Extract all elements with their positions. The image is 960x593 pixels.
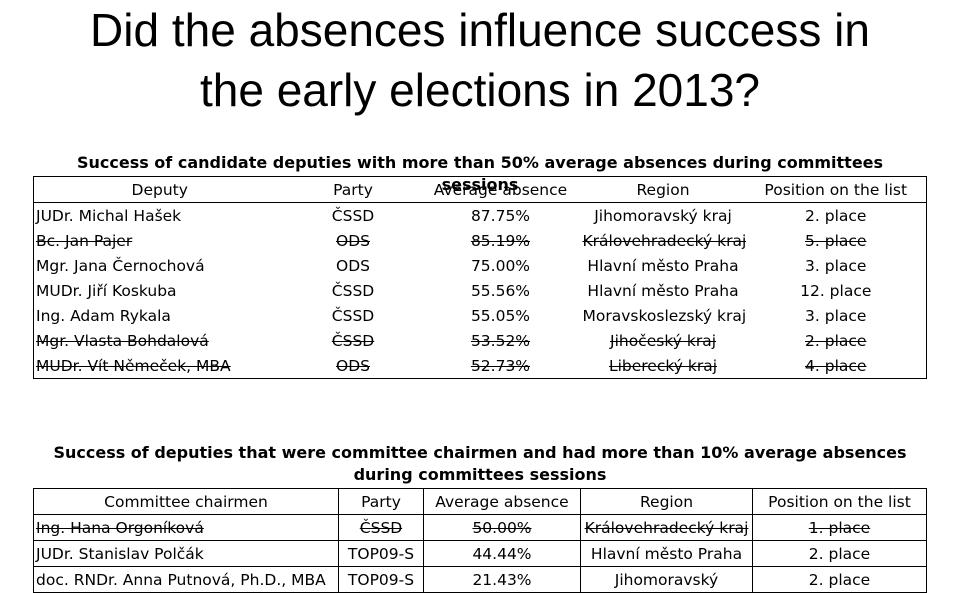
name-cell: Bc. Jan Pajer — [33, 228, 286, 253]
region-cell: Královehradecký kraj — [582, 231, 746, 250]
table-row: JUDr. Stanislav Polčák TOP09-S 44.44% Hlavn… — [33, 540, 927, 567]
party-cell: ČSSD — [331, 306, 375, 325]
region-cell: Liberecký kraj — [580, 353, 746, 379]
position-cell: 2. place — [745, 202, 927, 228]
region-cell: Jihomoravský — [580, 566, 753, 593]
table-row: Mgr. Vlasta Bohdalová ČSSD 53.52% Jihočeský… — [33, 328, 927, 353]
position-cell: 5. place — [745, 228, 927, 253]
party-cell: ODS — [336, 256, 370, 275]
region-cell: Hlavní město Praha — [580, 540, 753, 567]
position-cell: 2. place — [745, 328, 927, 353]
name-cell: Ing. Adam Rykala — [33, 303, 286, 328]
column-header: Party — [285, 176, 421, 203]
region-cell: Moravskoslezský kraj — [582, 306, 746, 325]
column-header: Committee chairmen — [33, 488, 339, 515]
name-cell: Ing. Hana Orgoníková — [33, 514, 339, 541]
absences-table-body: JUDr. Michal Hašek ČSSD 87.75% Jihomoravský… — [33, 202, 927, 379]
region-cell: Hlavní město Praha — [587, 281, 739, 300]
table-row: MUDr. Jiří Koskuba ČSSD 55.56% Hlavní město… — [33, 278, 927, 303]
region-cell: Jihomoravský kraj — [594, 206, 732, 225]
absence-cell: 55.56% — [470, 281, 531, 300]
party-cell: TOP09-S — [338, 540, 424, 567]
name-cell: MUDr. Jiří Koskuba — [33, 278, 286, 303]
absence-cell: 53.52% — [470, 331, 531, 350]
position-cell: 1. place — [752, 514, 927, 541]
chairmen-table-body: Ing. Hana Orgoníková ČSSD 50.00% Královehra… — [33, 514, 927, 593]
name-cell: JUDr. Stanislav Polčák — [33, 540, 339, 567]
column-header: Region — [580, 488, 753, 515]
party-cell: ČSSD — [331, 281, 375, 300]
party-cell: ODS — [336, 231, 370, 250]
table-row: doc. RNDr. Anna Putnová, Ph.D., MBA TOP09… — [33, 566, 927, 593]
name-cell: JUDr. Michal Hašek — [33, 202, 286, 228]
title-line-2: the early elections in 2013? — [199, 64, 761, 116]
table-row: Ing. Adam Rykala ČSSD 55.05% Moravskoslezsk… — [33, 303, 927, 328]
absence-cell: 44.44% — [423, 540, 581, 567]
column-header: Party — [338, 488, 424, 515]
table-row: Ing. Hana Orgoníková ČSSD 50.00% Královehra… — [33, 514, 927, 541]
absence-cell: 50.00% — [423, 514, 581, 541]
name-cell: MUDr. Vít Němeček, MBA — [33, 353, 286, 379]
name-cell: doc. RNDr. Anna Putnová, Ph.D., MBA — [33, 566, 339, 593]
absence-cell: 55.05% — [470, 306, 531, 325]
absence-cell: 75.00% — [470, 256, 531, 275]
name-cell: Mgr. Jana Černochová — [33, 253, 286, 278]
column-header: Average absence — [423, 488, 581, 515]
table2-caption: Success of deputies that were committee … — [53, 443, 907, 484]
region-cell: Hlavní město Praha — [587, 256, 739, 275]
position-cell: 4. place — [745, 353, 927, 379]
column-header: Position on the list — [745, 176, 927, 203]
table-header-row: Deputy Party Average absence Region Posi… — [33, 176, 927, 203]
table-header-row: Committee chairmen Party Average absence… — [33, 488, 927, 515]
absence-cell: 87.75% — [470, 206, 531, 225]
column-header: Average absence — [420, 176, 581, 203]
column-header: Deputy — [33, 176, 286, 203]
table-row: Mgr. Jana Černochová ODS 75.00% Hlavní měst… — [33, 253, 927, 278]
absence-cell: 21.43% — [423, 566, 581, 593]
absences-table: Deputy Party Average absence Region Posi… — [33, 176, 927, 379]
party-cell: ODS — [285, 353, 421, 379]
name-cell: Mgr. Vlasta Bohdalová — [33, 328, 286, 353]
region-cell: Královehradecký kraj — [580, 514, 753, 541]
table-row: JUDr. Michal Hašek ČSSD 87.75% Jihomoravský… — [33, 202, 927, 228]
table-row: Bc. Jan Pajer ODS 85.19% Královehradecký kr… — [33, 228, 927, 253]
position-cell: 2. place — [752, 540, 927, 567]
party-cell: TOP09-S — [338, 566, 424, 593]
party-cell: ČSSD — [331, 206, 375, 225]
region-cell: Jihočeský kraj — [610, 331, 716, 350]
table-row: MUDr. Vít Němeček, MBA ODS 52.73% Liberecký… — [33, 353, 927, 379]
page-title: Did the absences influence success in th… — [0, 0, 960, 120]
absence-cell: 85.19% — [470, 231, 531, 250]
position-cell: 12. place — [745, 278, 927, 303]
title-line-1: Did the absences influence success in — [90, 4, 870, 56]
chairmen-table: Committee chairmen Party Average absence… — [33, 488, 927, 593]
column-header: Position on the list — [752, 488, 927, 515]
position-cell: 3. place — [745, 253, 927, 278]
absence-cell: 52.73% — [420, 353, 581, 379]
party-cell: ČSSD — [331, 331, 375, 350]
position-cell: 2. place — [752, 566, 927, 593]
position-cell: 3. place — [745, 303, 927, 328]
party-cell: ČSSD — [338, 514, 424, 541]
column-header: Region — [580, 176, 746, 203]
